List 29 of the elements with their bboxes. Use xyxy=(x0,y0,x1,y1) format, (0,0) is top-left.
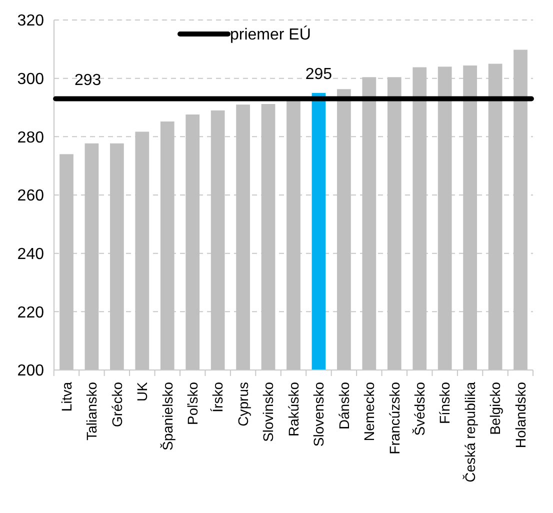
x-tick-label: Slovensko xyxy=(310,382,327,447)
x-tick-label: Švédsko xyxy=(412,382,428,436)
x-tick-label: Fínsko xyxy=(436,382,453,424)
y-tick-label: 240 xyxy=(17,246,44,263)
x-tick-label: Grécko xyxy=(108,382,125,428)
x-tick-label: Holandsko xyxy=(512,382,528,448)
x-tick-label: Cyprus xyxy=(234,382,251,426)
legend-label: priemer EÚ xyxy=(230,26,311,44)
y-tick-label: 260 xyxy=(17,188,44,205)
y-tick-label: 200 xyxy=(17,362,44,380)
x-tick-label: Belgicko xyxy=(487,382,504,435)
x-tick-label: Írsko xyxy=(210,382,226,412)
x-tick-label: Nemecko xyxy=(361,382,378,442)
y-tick-label: 320 xyxy=(17,12,44,30)
x-tick-label: Litva xyxy=(58,382,74,412)
x-tick-label: Slovinsko xyxy=(260,382,276,442)
data-label: 295 xyxy=(305,66,332,83)
x-tick-label: UK xyxy=(134,381,150,402)
annotation: 293 xyxy=(74,72,102,89)
y-tick-label: 280 xyxy=(17,129,44,146)
x-tick-label: Česká republika xyxy=(462,382,478,482)
y-tick-label: 300 xyxy=(17,70,44,88)
y-tick-label: 220 xyxy=(17,304,44,322)
x-tick-label: Poľsko xyxy=(184,382,201,425)
x-tick-label: Francúzsko xyxy=(386,382,402,454)
x-tick-label: Taliansko xyxy=(84,382,100,440)
x-tick-label: Španielsko xyxy=(159,382,176,450)
x-tick-label: Rakúsko xyxy=(285,382,302,436)
x-tick-label: Dánsko xyxy=(336,382,352,430)
